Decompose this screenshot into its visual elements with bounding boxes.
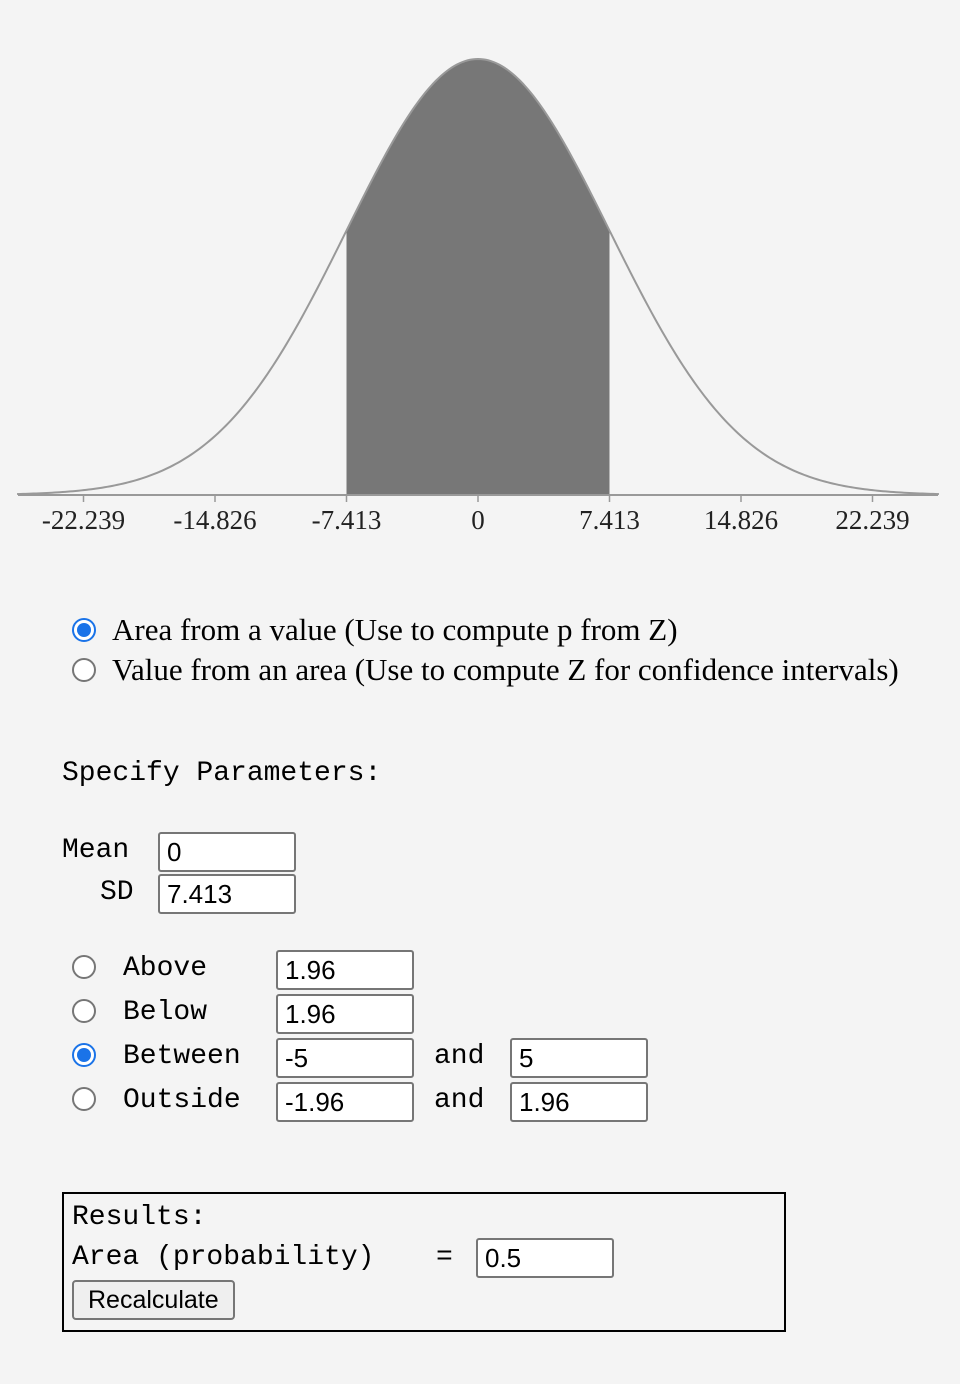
results-box: Results: Area (probability) = Recalculat… bbox=[62, 1192, 786, 1332]
below-input[interactable] bbox=[276, 994, 414, 1034]
outside-radio[interactable] bbox=[72, 1087, 96, 1111]
between-radio[interactable] bbox=[72, 1043, 96, 1067]
x-tick-label: 0 bbox=[471, 505, 485, 535]
outside-lower-input[interactable] bbox=[276, 1082, 414, 1122]
x-axis-ticks: -22.239 -14.826 -7.413 0 7.413 14.826 22.239 bbox=[42, 495, 910, 535]
results-title: Results: bbox=[72, 1202, 207, 1233]
params-title: Specify Parameters: bbox=[62, 758, 382, 789]
between-lower-input[interactable] bbox=[276, 1038, 414, 1078]
mode-value-from-area[interactable]: Value from an area (Use to compute Z for… bbox=[72, 650, 899, 690]
mode-label-area-from-value: Area from a value (Use to compute p from… bbox=[112, 612, 678, 647]
outside-label: Outside bbox=[123, 1085, 241, 1116]
normal-curve bbox=[17, 57, 939, 496]
between-label: Between bbox=[123, 1041, 241, 1072]
x-tick-label: 22.239 bbox=[835, 505, 909, 535]
x-tick-label: -22.239 bbox=[42, 505, 125, 535]
area-result-input[interactable] bbox=[476, 1238, 614, 1278]
mean-input[interactable] bbox=[158, 832, 296, 872]
shaded-area bbox=[346, 59, 610, 495]
below-label: Below bbox=[123, 997, 208, 1028]
recalculate-button[interactable]: Recalculate bbox=[72, 1280, 235, 1320]
between-and-label: and bbox=[434, 1041, 485, 1072]
mode-radio-area-from-value[interactable] bbox=[72, 618, 96, 642]
between-upper-input[interactable] bbox=[510, 1038, 648, 1078]
outside-and-label: and bbox=[434, 1085, 485, 1116]
mode-radio-value-from-area[interactable] bbox=[72, 658, 96, 682]
outside-upper-input[interactable] bbox=[510, 1082, 648, 1122]
above-label: Above bbox=[123, 953, 208, 984]
x-tick-label: -14.826 bbox=[173, 505, 256, 535]
area-label: Area (probability) bbox=[72, 1242, 375, 1273]
x-tick-label: 7.413 bbox=[579, 505, 640, 535]
sd-input[interactable] bbox=[158, 874, 296, 914]
sd-label: SD bbox=[100, 877, 134, 908]
mode-area-from-value[interactable]: Area from a value (Use to compute p from… bbox=[72, 610, 678, 650]
x-tick-label: -7.413 bbox=[312, 505, 382, 535]
mean-label: Mean bbox=[62, 835, 130, 866]
mode-label-value-from-area: Value from an area (Use to compute Z for… bbox=[112, 652, 899, 687]
above-input[interactable] bbox=[276, 950, 414, 990]
below-radio[interactable] bbox=[72, 999, 96, 1023]
equals-sign: = bbox=[436, 1242, 453, 1273]
above-radio[interactable] bbox=[72, 955, 96, 979]
normal-distribution-chart: -22.239 -14.826 -7.413 0 7.413 14.826 22.239 bbox=[17, 57, 939, 535]
x-tick-label: 14.826 bbox=[704, 505, 778, 535]
